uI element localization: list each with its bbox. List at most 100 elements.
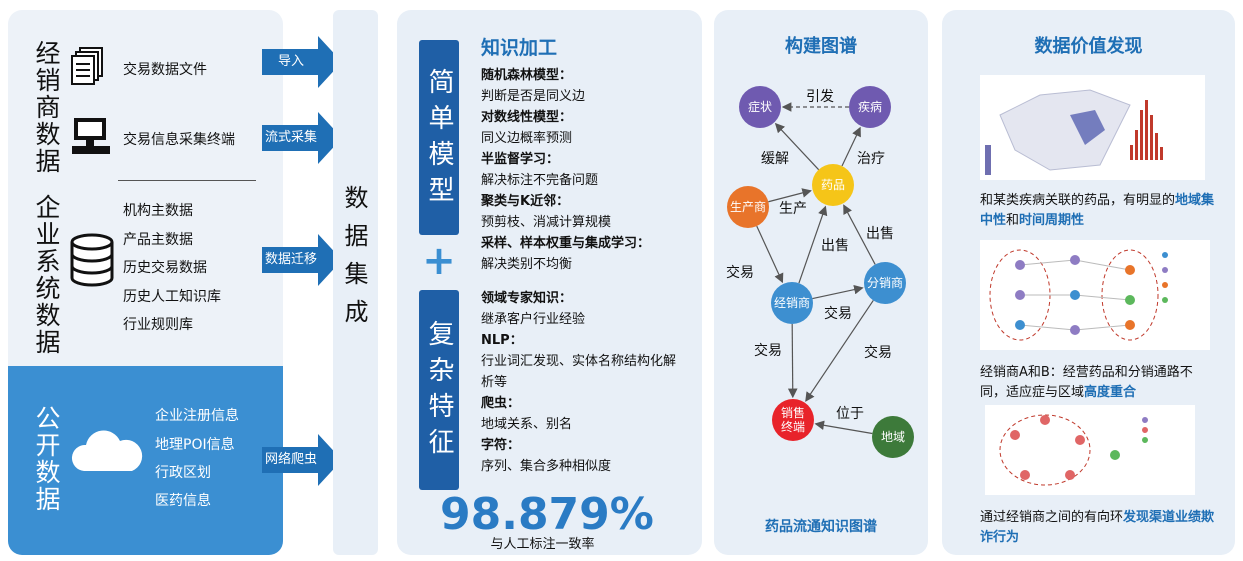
graph-edge xyxy=(798,205,828,284)
cycle-image xyxy=(985,405,1195,495)
method-name: 半监督学习： xyxy=(481,152,560,167)
method-list: 领域专家知识： 继承客户行业经验 NLP： 行业词汇发现、实体名称结构化解析等 爬虫： 地… xyxy=(481,288,686,477)
finding-text: 和 xyxy=(1006,213,1020,228)
finding: 经销商A和B：经营药品和分销通路不同，适应症与区域高度重合 xyxy=(980,363,1215,403)
edge-label: 位于 xyxy=(836,406,864,422)
source-item: 交易数据文件 xyxy=(123,62,207,78)
edge-label: 引发 xyxy=(806,89,834,105)
edge-label: 缓解 xyxy=(761,151,789,167)
processing-title: 知识加工 xyxy=(481,37,558,59)
graph-node xyxy=(872,416,914,458)
source-item: 医药信息 xyxy=(155,493,211,509)
source-title: 公开数据 xyxy=(32,405,61,513)
graph-caption: 药品流通知识图谱 xyxy=(765,519,877,535)
graph-node xyxy=(727,186,769,228)
edge-label: 交易 xyxy=(754,343,782,359)
method-name: 随机森林模型： xyxy=(481,68,573,83)
public-block xyxy=(8,366,283,555)
finding: 和某类疾病关联的药品，有明显的地域集中性和时间周期性 xyxy=(980,191,1215,231)
graph-node xyxy=(771,282,813,324)
source-title: 经销商数据 xyxy=(32,40,61,175)
source-item: 历史人工知识库 xyxy=(123,289,221,305)
method-text: 判断是否是同义边 xyxy=(481,89,586,104)
channel-label: 数据迁移 xyxy=(264,252,317,267)
node-label: 销售终端 xyxy=(780,406,805,434)
highlight-text: 地域集中性 xyxy=(980,193,1215,228)
source-item: 产品主数据 xyxy=(123,232,193,248)
channel-arrow: 导入 xyxy=(262,36,344,88)
source-item: 交易信息采集终端 xyxy=(123,132,235,148)
graph-title: 构建图谱 xyxy=(785,36,857,57)
divider xyxy=(118,180,256,181)
edge-label: 出售 xyxy=(821,238,849,254)
graph-edge xyxy=(812,284,864,300)
graph-edge xyxy=(841,126,861,167)
source-item: 地理POI信息 xyxy=(155,437,235,453)
complex-bar xyxy=(419,290,459,490)
method-list: 随机森林模型： 判断是否是同义边 对数线性模型： 同义边概率预测 半监督学习： 解决标注不… xyxy=(481,65,686,275)
finding-text: 通过经销商之间的有向环 xyxy=(980,510,1124,525)
plus: + xyxy=(422,238,456,284)
node-label: 地域 xyxy=(880,430,905,444)
method-text: 解决标注不完备问题 xyxy=(481,173,599,188)
method-name: 对数线性模型： xyxy=(481,110,573,125)
integration-label: 数据集成 xyxy=(340,185,368,337)
simple-label: 简单模型 xyxy=(424,68,454,212)
method-name: 采样、样本权重与集成学习： xyxy=(481,236,651,251)
edge-label: 交易 xyxy=(864,345,892,361)
method-text: 同义边概率预测 xyxy=(481,131,573,146)
channel-label: 导入 xyxy=(277,54,304,69)
method-name: 领域专家知识： xyxy=(481,291,573,306)
method-text: 预剪枝、消减计算规模 xyxy=(481,215,612,230)
graph-node xyxy=(739,86,781,128)
graph-node xyxy=(849,86,891,128)
edge-label: 交易 xyxy=(726,265,754,281)
method-name: 聚类与K近邻： xyxy=(481,194,570,209)
finding-text: 经销商A和B：经营药品和分销通路不同，适应症与区域 xyxy=(980,365,1193,400)
graph-edge xyxy=(814,420,873,435)
finding-text: 和某类疾病关联的药品，有明显的 xyxy=(980,193,1176,208)
channel-arrow: 网络爬虫 xyxy=(262,434,344,486)
value-title: 数据价值发现 xyxy=(1034,36,1143,57)
simple-bar xyxy=(419,40,459,235)
source-title: 企业系统数据 xyxy=(32,194,61,356)
source-item: 企业注册信息 xyxy=(155,408,239,424)
highlight-text: 高度重合 xyxy=(1084,385,1137,400)
node-label: 药品 xyxy=(820,178,845,192)
source-item: 机构主数据 xyxy=(123,203,193,219)
graph-edge xyxy=(756,225,784,284)
node-label: 生产商 xyxy=(729,200,766,214)
cloud-icon xyxy=(71,430,143,471)
method-name: 字符： xyxy=(481,438,521,453)
source-item: 行业规则库 xyxy=(123,317,193,333)
highlight-text: 时间周期性 xyxy=(1019,213,1085,228)
method-text: 地域关系、别名 xyxy=(481,417,573,432)
accuracy: 98.879% xyxy=(440,489,654,540)
channel-label: 网络爬虫 xyxy=(264,452,317,467)
method-name: NLP： xyxy=(481,333,523,348)
computer-icon xyxy=(72,118,110,154)
graph-edge xyxy=(843,204,876,265)
edge-label: 出售 xyxy=(866,226,894,242)
icons xyxy=(71,47,110,154)
network-image xyxy=(980,240,1210,350)
graph-edge xyxy=(768,188,812,203)
source-item: 历史交易数据 xyxy=(123,260,207,276)
map-chart-image xyxy=(980,75,1205,180)
channel-label: 流式采集 xyxy=(264,130,317,145)
graph-edge xyxy=(805,300,874,402)
method-text: 解决类别不均衡 xyxy=(481,257,573,272)
channel-arrow: 流式采集 xyxy=(262,112,344,164)
method-text: 继承客户行业经验 xyxy=(481,312,586,327)
graph-node xyxy=(812,164,854,206)
graph-node xyxy=(864,262,906,304)
node-label: 经销商 xyxy=(773,296,810,310)
edge-label: 生产 xyxy=(779,201,807,217)
graph-node xyxy=(772,399,814,441)
source-item: 行政区划 xyxy=(155,465,211,481)
node-label: 分销商 xyxy=(866,276,903,290)
node-label: 疾病 xyxy=(857,100,882,114)
accuracy-caption: 与人工标注一致率 xyxy=(490,537,595,552)
